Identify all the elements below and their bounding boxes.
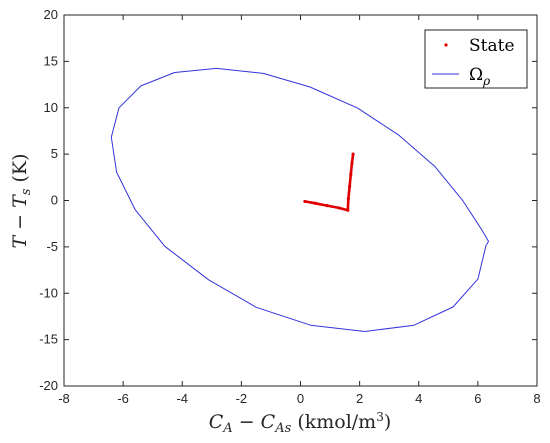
legend-marker-state bbox=[444, 43, 448, 47]
state-trajectory-line bbox=[303, 152, 355, 212]
series-layer bbox=[110, 67, 489, 332]
x-tick-label: 6 bbox=[474, 391, 481, 406]
y-tick-label: 5 bbox=[51, 146, 58, 161]
y-tick-label: 0 bbox=[51, 193, 58, 208]
x-tick-label: 8 bbox=[533, 391, 540, 406]
y-tick-label: -5 bbox=[46, 239, 58, 254]
y-tick-label: 10 bbox=[44, 100, 58, 115]
state-point bbox=[351, 152, 355, 156]
x-axis-label: CA − CAs (kmol/m3) bbox=[209, 410, 392, 436]
legend-label-state: State bbox=[469, 36, 515, 56]
state-point bbox=[350, 161, 354, 165]
state-point bbox=[347, 184, 352, 189]
y-tick-label: -10 bbox=[39, 285, 58, 300]
state-point bbox=[303, 199, 307, 204]
y-tick-label: -20 bbox=[39, 378, 58, 393]
x-tick-label: -6 bbox=[117, 391, 129, 406]
x-tick-label: -8 bbox=[58, 391, 70, 406]
state-point bbox=[313, 201, 317, 205]
y-axis-ticks: -20 -15 -10 -5 0 5 10 15 20 bbox=[39, 7, 537, 393]
state-point bbox=[349, 172, 353, 177]
state-point bbox=[325, 204, 329, 208]
x-tick-label: 0 bbox=[297, 391, 304, 406]
y-tick-label: 15 bbox=[44, 53, 58, 68]
x-tick-label: 4 bbox=[415, 391, 422, 406]
y-tick-label: 20 bbox=[44, 7, 58, 22]
x-axis-ticks: -8 -6 -4 -2 0 2 4 6 8 bbox=[58, 15, 541, 406]
state-point bbox=[346, 208, 350, 212]
omega-rho-boundary-line bbox=[110, 67, 489, 332]
x-tick-label: 2 bbox=[356, 391, 363, 406]
x-tick-label: -2 bbox=[236, 391, 248, 406]
y-tick-label: -15 bbox=[39, 332, 58, 347]
legend: State Ωρ bbox=[424, 29, 528, 89]
state-point bbox=[346, 197, 350, 201]
y-axis-label: T − Ts (K) bbox=[9, 153, 34, 248]
state-point bbox=[337, 206, 341, 210]
legend-box bbox=[424, 29, 528, 89]
x-tick-label: -4 bbox=[176, 391, 188, 406]
